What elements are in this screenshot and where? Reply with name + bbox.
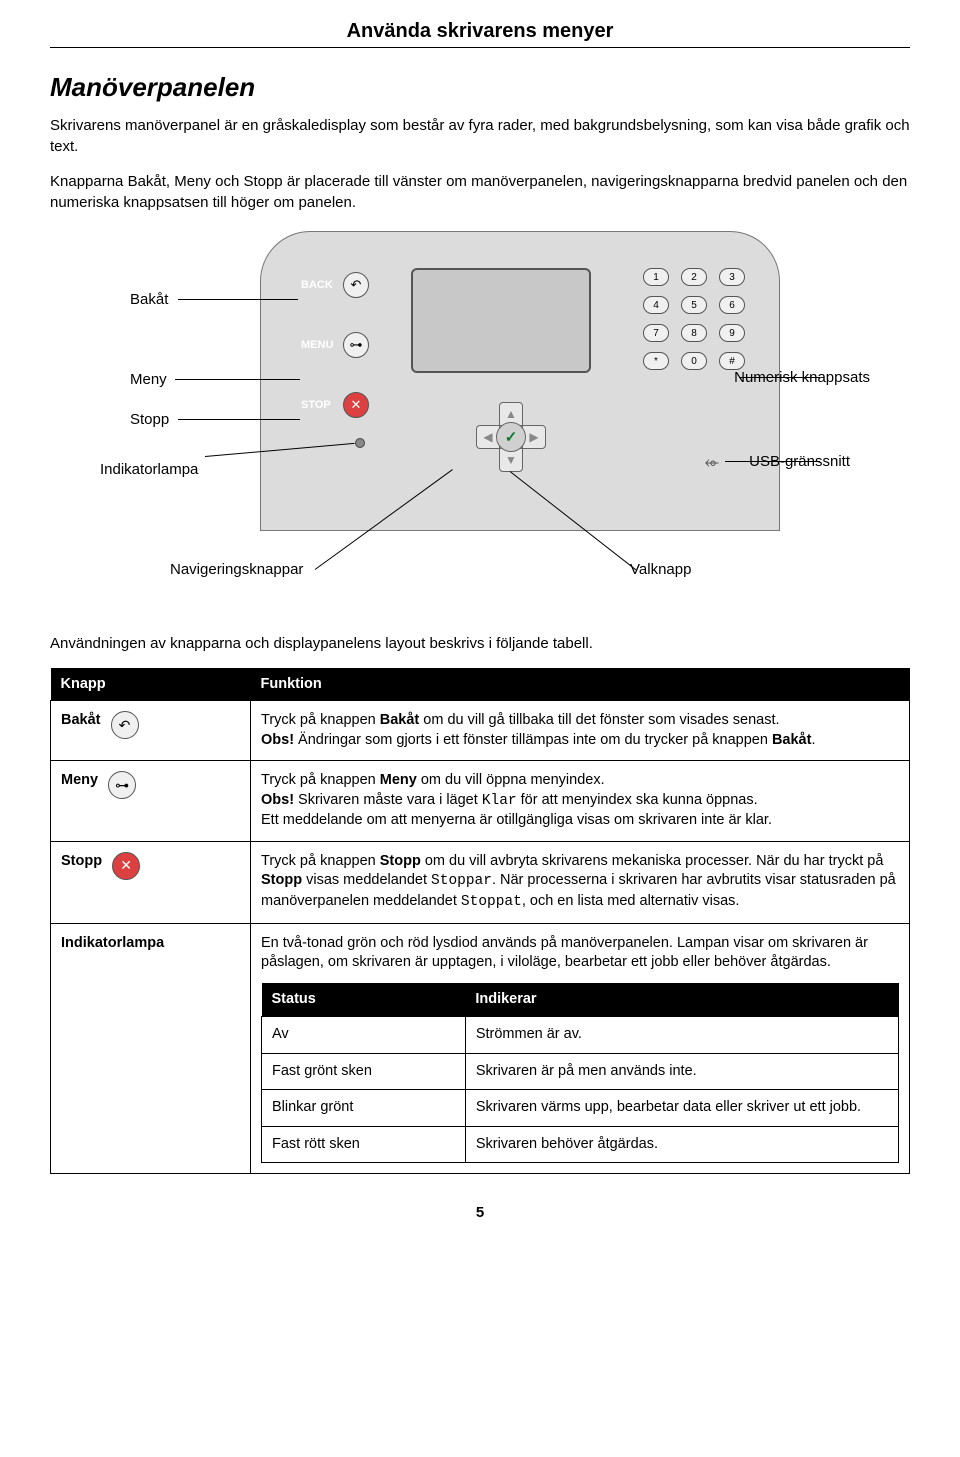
stop-icon: ✕: [343, 392, 369, 418]
lcd-display: [411, 268, 591, 373]
status-cell: Fast rött sken: [262, 1126, 466, 1163]
stopp-desc: Tryck på knappen Stopp om du vill avbryt…: [251, 841, 910, 923]
row-meny: Meny ⊶ Tryck på knappen Meny om du vill …: [51, 761, 910, 842]
page-header: Använda skrivarens menyer: [50, 20, 910, 43]
intro-paragraph-2: Knapparna Bakåt, Meny och Stopp är place…: [50, 171, 910, 213]
indik-desc: En två-tonad grön och röd lysdiod använd…: [251, 923, 910, 1174]
row-indikator: Indikatorlampa En två-tonad grön och röd…: [51, 923, 910, 1174]
usb-icon: ⬰: [705, 452, 719, 473]
indikerar-head: Indikerar: [465, 983, 898, 1017]
key-0: 0: [681, 352, 707, 370]
back-icon: ↶: [111, 711, 139, 739]
callout-navknapp: Navigeringsknappar: [170, 561, 303, 578]
key-3: 3: [719, 268, 745, 286]
back-icon: ↶: [343, 272, 369, 298]
table-intro: Användningen av knapparna och displaypan…: [50, 633, 910, 654]
status-cell: Skrivaren är på men används inte.: [465, 1053, 898, 1090]
navigation-pad: ▲ ▼ ◀ ▶ ✓: [476, 402, 546, 472]
section-title: Manöverpanelen: [50, 72, 910, 103]
bak-desc: Tryck på knappen Bakåt om du vill gå til…: [251, 701, 910, 761]
lead-usb: [725, 461, 820, 462]
indicator-led: [355, 438, 365, 448]
callout-meny: Meny: [130, 371, 167, 388]
key-9: 9: [719, 324, 745, 342]
bak-name: Bakåt: [61, 711, 101, 731]
stopp-name: Stopp: [61, 852, 102, 872]
key-8: 8: [681, 324, 707, 342]
lead-bak: [178, 299, 298, 300]
stop-button-label: STOP: [301, 399, 337, 411]
status-cell: Fast grönt sken: [262, 1053, 466, 1090]
control-panel-diagram: BACK ↶ MENU ⊶ STOP ✕ ▲ ▼ ◀ ▶ ✓ 1 2 3 4 5…: [100, 231, 860, 611]
status-table: Status Indikerar AvStrömmen är av. Fast …: [261, 983, 899, 1164]
status-cell: Strömmen är av.: [465, 1017, 898, 1054]
key-1: 1: [643, 268, 669, 286]
numeric-keypad: 1 2 3 4 5 6 7 8 9 * 0 #: [639, 268, 749, 370]
callout-indikator: Indikatorlampa: [100, 461, 198, 478]
panel-body: BACK ↶ MENU ⊶ STOP ✕ ▲ ▼ ◀ ▶ ✓ 1 2 3 4 5…: [260, 231, 780, 531]
row-bak: Bakåt ↶ Tryck på knappen Bakåt om du vil…: [51, 701, 910, 761]
meny-desc: Tryck på knappen Meny om du vill öppna m…: [251, 761, 910, 842]
indik-name: Indikatorlampa: [61, 935, 164, 951]
callout-stopp: Stopp: [130, 411, 169, 428]
key-5: 5: [681, 296, 707, 314]
menu-button-label: MENU: [301, 339, 337, 351]
lead-meny: [175, 379, 300, 380]
key-hash: #: [719, 352, 745, 370]
stop-button-group: STOP ✕: [301, 392, 369, 418]
status-cell: Av: [262, 1017, 466, 1054]
page-number: 5: [50, 1204, 910, 1221]
callout-valknapp: Valknapp: [630, 561, 691, 578]
header-rule: [50, 47, 910, 48]
key-7: 7: [643, 324, 669, 342]
status-cell: Blinkar grönt: [262, 1090, 466, 1127]
key-6: 6: [719, 296, 745, 314]
select-icon: ✓: [496, 422, 526, 452]
status-cell: Skrivaren värms upp, bearbetar data elle…: [465, 1090, 898, 1127]
key-star: *: [643, 352, 669, 370]
callout-bak: Bakåt: [130, 291, 168, 308]
lead-numerisk: [740, 377, 820, 378]
meny-name: Meny: [61, 771, 98, 791]
key-2: 2: [681, 268, 707, 286]
col-knapp: Knapp: [51, 668, 251, 701]
row-stopp: Stopp ✕ Tryck på knappen Stopp om du vil…: [51, 841, 910, 923]
status-head: Status: [262, 983, 466, 1017]
menu-button-group: MENU ⊶: [301, 332, 369, 358]
lead-stopp: [178, 419, 300, 420]
col-funktion: Funktion: [251, 668, 910, 701]
intro-paragraph-1: Skrivarens manöverpanel är en gråskaledi…: [50, 115, 910, 157]
menu-icon: ⊶: [108, 771, 136, 799]
menu-icon: ⊶: [343, 332, 369, 358]
key-4: 4: [643, 296, 669, 314]
function-table: Knapp Funktion Bakåt ↶ Tryck på knappen …: [50, 668, 910, 1174]
back-button-group: BACK ↶: [301, 272, 369, 298]
back-button-label: BACK: [301, 279, 337, 291]
status-cell: Skrivaren behöver åtgärdas.: [465, 1126, 898, 1163]
stop-icon: ✕: [112, 852, 140, 880]
